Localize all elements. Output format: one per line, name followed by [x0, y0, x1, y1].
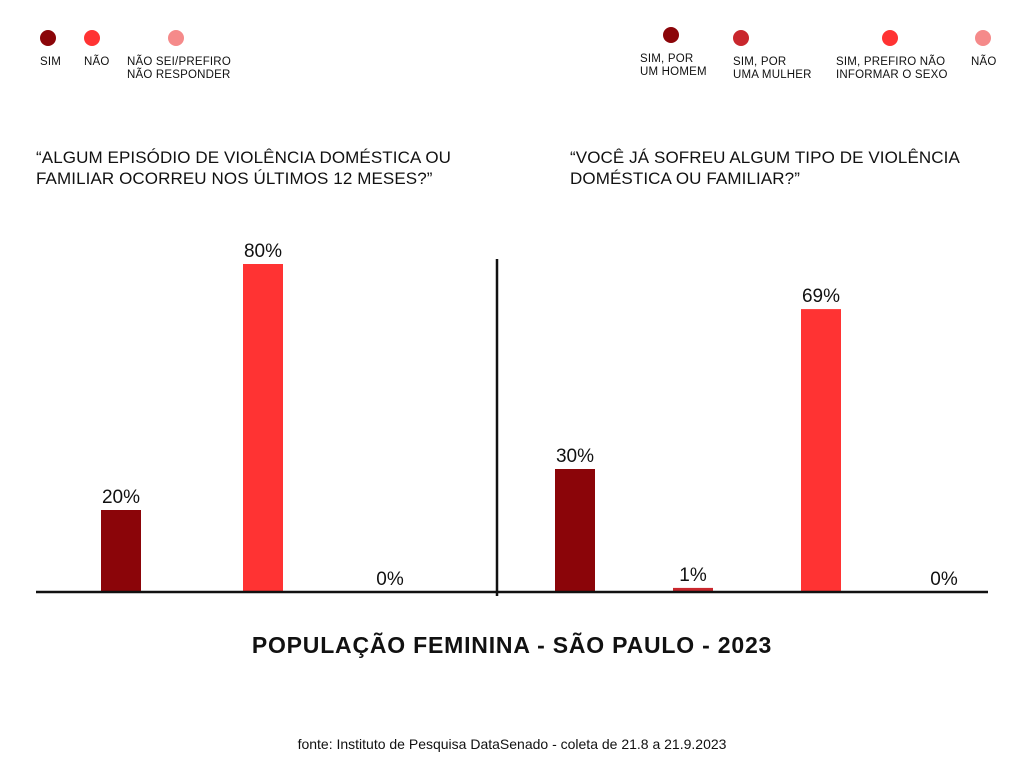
data-label: 1%	[679, 565, 707, 586]
legend-item-sim-mulher: SIM, POR UMA MULHER	[733, 30, 812, 82]
data-label: 80%	[244, 241, 282, 262]
bar	[801, 309, 841, 592]
legend-item-nao-sei: NÃO SEI/PREFIRO NÃO RESPONDER	[127, 30, 231, 82]
legend-item-nao-right: NÃO	[971, 30, 997, 69]
source-text: fonte: Instituto de Pesquisa DataSenado …	[297, 736, 727, 752]
legend-dot	[733, 30, 749, 46]
legend-dot	[882, 30, 898, 46]
legend-label: SIM, POR UM HOMEM	[640, 53, 707, 78]
legend-dot	[168, 30, 184, 46]
bar	[243, 264, 283, 592]
legend-label: NÃO SEI/PREFIRO NÃO RESPONDER	[127, 56, 231, 81]
legend-label: SIM	[40, 56, 62, 68]
legend-dot	[40, 30, 56, 46]
legend-item-sim-homem: SIM, POR UM HOMEM	[640, 27, 707, 79]
legend-item-sim: SIM	[40, 30, 61, 69]
legend-dot	[84, 30, 100, 46]
data-label: 69%	[802, 286, 840, 307]
bar	[673, 587, 713, 592]
legend-item-sim-prefiro: SIM, PREFIRO NÃO INFORMAR O SEXO	[836, 30, 948, 82]
data-label: 0%	[930, 569, 958, 590]
chart-title-right: “VOCÊ JÁ SOFREU ALGUM TIPO DE VIOLÊNCIA …	[570, 148, 960, 188]
bar	[101, 510, 141, 592]
chart-title-left: “ALGUM EPISÓDIO DE VIOLÊNCIA DOMÉSTICA O…	[36, 148, 452, 188]
legend-label: SIM, POR UMA MULHER	[733, 56, 812, 81]
data-label: 20%	[102, 487, 140, 508]
footer-title: POPULAÇÃO FEMININA - SÃO PAULO - 2023	[251, 632, 773, 658]
legend-label: NÃO	[971, 56, 997, 68]
legend-dot	[663, 27, 679, 43]
data-label: 30%	[556, 446, 594, 467]
data-label: 0%	[376, 569, 404, 590]
legend-item-nao: NÃO	[84, 30, 110, 69]
legend-label: SIM, PREFIRO NÃO INFORMAR O SEXO	[836, 56, 948, 81]
legend-label: NÃO	[84, 56, 110, 68]
legend-dot	[975, 30, 991, 46]
bar	[555, 469, 595, 592]
